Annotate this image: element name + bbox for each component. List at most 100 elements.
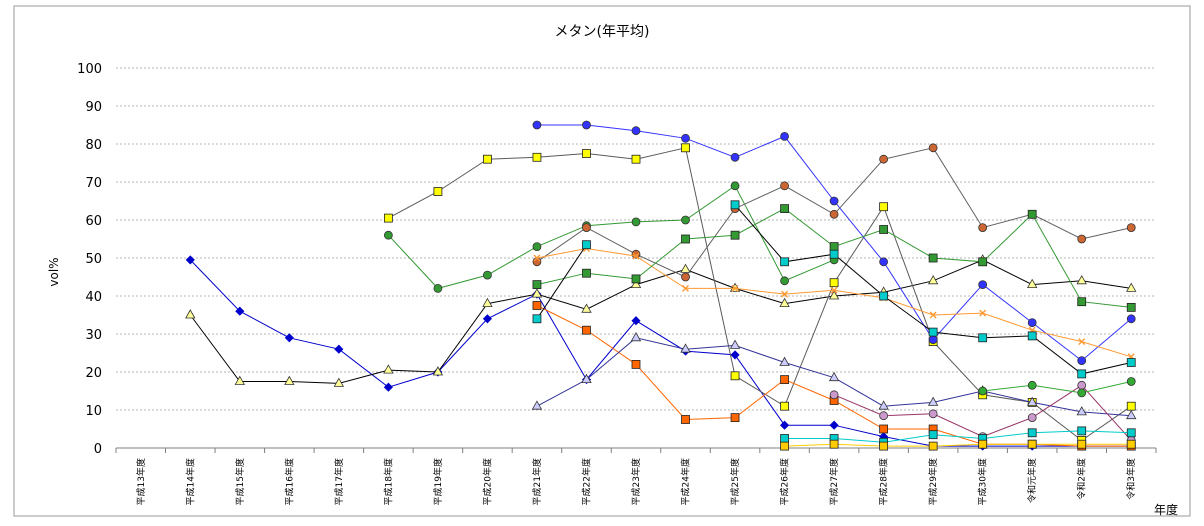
data-point (729, 339, 741, 349)
data-point (1126, 282, 1137, 292)
data-point (730, 200, 740, 210)
data-point (879, 202, 889, 212)
data-point (532, 257, 542, 267)
data-point (978, 386, 988, 396)
series-line (388, 147, 1132, 442)
data-point (780, 131, 789, 141)
data-point (1077, 356, 1087, 366)
x-tick-label: 平成28年度 (878, 458, 890, 505)
data-point (1077, 297, 1087, 307)
data-point (731, 284, 739, 292)
x-tick-label: 平成22年度 (580, 458, 592, 505)
data-point (631, 154, 641, 164)
data-point (978, 439, 988, 449)
data-point (829, 196, 839, 206)
data-point (879, 154, 889, 164)
series-line (784, 430, 1132, 443)
data-point (681, 143, 690, 153)
data-point (531, 288, 543, 298)
data-point (1027, 413, 1037, 423)
data-point (1077, 234, 1087, 244)
x-tick-label: 平成18年度 (382, 458, 394, 505)
data-point (582, 268, 591, 278)
data-point (780, 181, 789, 191)
data-point (928, 430, 938, 440)
data-point (730, 371, 740, 381)
data-point (532, 314, 542, 324)
data-point (1126, 401, 1136, 411)
series-line (536, 244, 587, 320)
data-point (1027, 439, 1037, 449)
x-tick-label: 平成29年度 (927, 458, 939, 505)
data-point (730, 413, 740, 423)
data-point (828, 290, 840, 300)
x-tick-label: 平成17年度 (333, 458, 345, 505)
data-point (383, 364, 394, 374)
x-tick-label: 平成19年度 (432, 458, 444, 505)
data-point (582, 240, 591, 250)
data-point (631, 274, 641, 284)
data-point (829, 439, 839, 449)
data-point (879, 225, 889, 234)
data-point (284, 375, 295, 385)
data-point (1126, 409, 1137, 420)
data-point (632, 252, 640, 260)
data-point (681, 415, 690, 424)
data-point (631, 126, 641, 136)
data-point (334, 344, 344, 354)
data-point (1078, 338, 1086, 346)
data-point (483, 154, 492, 164)
data-point (631, 217, 641, 227)
y-tick-label: 100 (77, 62, 102, 77)
data-point (582, 120, 591, 130)
data-point (780, 441, 789, 451)
data-point (383, 230, 393, 240)
data-point (681, 133, 690, 143)
data-point (1027, 428, 1037, 438)
data-point (284, 333, 294, 343)
data-point (631, 316, 641, 326)
data-point (383, 382, 393, 392)
data-point (829, 390, 839, 400)
data-point (829, 278, 839, 288)
data-point (581, 303, 592, 313)
y-tick-label: 50 (85, 252, 102, 267)
y-tick-label: 20 (85, 366, 102, 381)
data-point (780, 434, 789, 443)
series-11 (531, 331, 1137, 420)
data-point (878, 400, 889, 410)
data-point (780, 204, 789, 214)
x-tick-label: 平成13年度 (135, 458, 147, 505)
data-point (928, 253, 938, 263)
y-axis-label: vol% (47, 257, 61, 286)
data-point (730, 181, 740, 191)
y-tick-label: 70 (85, 176, 102, 191)
series-line (982, 381, 1132, 394)
data-point (1027, 380, 1037, 390)
data-point (681, 234, 690, 244)
x-tick-label: 平成21年度 (531, 458, 543, 505)
data-point (978, 280, 988, 290)
data-point (1027, 396, 1038, 406)
data-point (828, 371, 840, 382)
data-point (730, 152, 740, 162)
data-point (433, 187, 443, 196)
data-point (185, 309, 196, 319)
data-point (1027, 209, 1037, 219)
data-point (928, 409, 938, 419)
series-5 (532, 120, 1136, 366)
data-point (1126, 439, 1136, 449)
data-point (780, 375, 789, 385)
data-point (879, 441, 889, 451)
data-point (730, 350, 740, 360)
data-point (929, 311, 937, 319)
data-point (927, 396, 939, 406)
series-line (189, 259, 1132, 384)
data-point (531, 400, 543, 410)
y-tick-label: 30 (85, 328, 102, 343)
series-2 (185, 254, 1137, 387)
series-10 (532, 200, 1136, 379)
data-point (1077, 426, 1087, 436)
